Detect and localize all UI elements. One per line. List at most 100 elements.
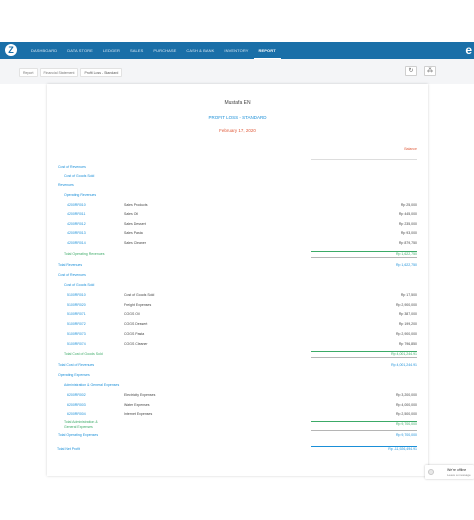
nav-item-dashboard[interactable]: DASHBOARD: [31, 48, 58, 53]
account-name: Water Expenses: [124, 403, 150, 407]
section-heading: Operating Expenses: [58, 373, 90, 377]
table-row: 4200RR011 Sales Oil Rp 445,000: [47, 211, 428, 218]
report-row-section: Cost of Revenues: [47, 164, 428, 171]
account-amount: Rp 235,000: [398, 222, 417, 226]
report-row-total: Total Cost of Goods Sold Rp 4,001,244.91: [47, 351, 428, 358]
chat-message-link[interactable]: Leave a message: [447, 472, 471, 477]
report-row-grand: Total Revenues Rp 1,622,750: [47, 262, 428, 269]
report-row-grand: Total Cost of Revenues Rp 4,001,244.91: [47, 362, 428, 369]
refresh-icon: ↻: [408, 68, 414, 74]
nav-item-purchase[interactable]: PURCHASE: [153, 48, 177, 53]
chat-widget[interactable]: We're offline Leave a message: [425, 465, 474, 479]
account-code-link[interactable]: 5100RR071: [67, 312, 86, 316]
account-code-link[interactable]: 5100RR020: [67, 303, 86, 307]
total-amount: Rp 9,700,000: [395, 422, 417, 426]
table-row: 5100RR074 COGS Cleaner Rp 796,850: [47, 341, 428, 348]
net-profit-amount: Rp -11,926,494.91: [388, 447, 417, 451]
nav-item-inventory[interactable]: INVENTORY: [224, 48, 249, 53]
report-row-total: Total Operating Revenues Rp 1,622,750: [47, 251, 428, 258]
account-name: Sales Pasta: [124, 231, 143, 235]
total-label-line: Total Administration &: [64, 420, 98, 424]
account-name: Sales Products: [124, 203, 148, 207]
nav-item-sales[interactable]: SALES: [129, 48, 144, 53]
account-amount: Rp 2,900,000: [395, 303, 417, 307]
account-code-link[interactable]: 5100RR073: [67, 332, 86, 336]
account-code-link[interactable]: 5100RR074: [67, 342, 86, 346]
total-line: [311, 251, 417, 252]
account-code-link[interactable]: 6200RR002: [67, 393, 86, 397]
table-row: 4200RR013 Sales Pasta Rp 93,000: [47, 230, 428, 237]
section-heading: Cost of Goods Sold: [64, 174, 95, 178]
main-nav: DASHBOARD DATA STORE LEDGER SALES PURCHASE CA…: [26, 42, 281, 59]
share-button[interactable]: ⁂: [424, 66, 436, 76]
table-row: 4200RR014 Sales Cleaner Rp 879,750: [47, 240, 428, 247]
report-date: February 17, 2020: [219, 128, 256, 133]
chat-status: We're offline: [447, 467, 467, 472]
total-line: [311, 421, 417, 422]
report-paper: Mustafa EN PROFIT LOSS - STANDARD Februa…: [47, 84, 428, 476]
account-name: Freight Expenses: [124, 303, 152, 307]
account-amount: Rp 387,000: [398, 312, 417, 316]
account-code-link[interactable]: 4200RR011: [67, 212, 86, 216]
nav-item-report[interactable]: REPORT: [253, 42, 281, 59]
total-label: Total Cost of Goods Sold: [64, 352, 103, 356]
grand-total-label: Total Operating Expenses: [58, 433, 99, 437]
top-nav-bar: Z DASHBOARD DATA STORE LEDGER SALES PURCHASE…: [0, 42, 474, 59]
grand-total-amount: Rp 1,622,750: [395, 263, 417, 267]
nav-item-cash-bank[interactable]: CASH & BANK: [186, 48, 215, 53]
total-amount: Rp 4,001,244.91: [391, 352, 417, 356]
report-row-section: Administration & General Expenses: [47, 382, 428, 389]
app-logo[interactable]: Z: [5, 44, 17, 56]
account-name: Cost of Goods Sold: [124, 293, 155, 297]
report-row-section: Revenues: [47, 182, 428, 189]
account-name: COGS Dessert: [124, 322, 148, 326]
breadcrumb-item[interactable]: Financial Statement: [39, 68, 79, 77]
account-amount: Rp 445,000: [398, 212, 417, 216]
report-row-section: Cost of Revenues: [47, 272, 428, 279]
refresh-button[interactable]: ↻: [405, 66, 417, 76]
table-row: 6200RR004 Internet Expenses Rp 2,500,000: [47, 411, 428, 418]
table-row: 6200RR003 Water Expenses Rp 4,000,000: [47, 402, 428, 409]
total-label: Total Administration & General Expenses: [64, 420, 98, 429]
account-code-link[interactable]: 6200RR003: [67, 403, 86, 407]
chat-avatar-icon: [428, 469, 434, 475]
account-code-link[interactable]: 4200RR012: [67, 222, 86, 226]
account-name: Sales Dessert: [124, 222, 146, 226]
table-row: 5100RR071 COGS Oil Rp 387,000: [47, 311, 428, 318]
total-amount: Rp 1,622,750: [395, 252, 417, 256]
breadcrumb-item[interactable]: Profit Loss - Standard: [80, 68, 123, 77]
table-row: 6200RR002 Electricity Expenses Rp 3,200,00…: [47, 392, 428, 399]
report-title: PROFIT LOSS - STANDARD: [208, 115, 267, 120]
table-row: 5100RR072 COGS Dessert Rp 199,200: [47, 321, 428, 328]
account-name: COGS Oil: [124, 312, 140, 316]
report-row-section: Cost of Goods Sold: [47, 282, 428, 289]
table-row: 5100RR073 COGS Pasta Rp 2,900,000: [47, 331, 428, 338]
account-amount: Rp 17,500: [400, 293, 417, 297]
total-underline: [311, 430, 417, 431]
balance-column-header: Balance: [404, 147, 417, 151]
account-code-link[interactable]: 4200RR014: [67, 241, 86, 245]
net-profit-label: Total Net Profit: [57, 447, 80, 451]
account-code-link[interactable]: 4200RR010: [67, 203, 86, 207]
account-name: Sales Cleaner: [124, 241, 146, 245]
breadcrumb-item[interactable]: Report: [19, 68, 38, 77]
nav-item-ledger[interactable]: LEDGER: [102, 48, 120, 53]
total-line: [311, 351, 417, 352]
report-row-grand: Total Operating Expenses Rp 9,700,000: [47, 432, 428, 439]
table-row: 5100RR020 Freight Expenses Rp 2,900,000: [47, 302, 428, 309]
account-code-link[interactable]: 6200RR004: [67, 412, 86, 416]
grand-total-amount: Rp 4,001,244.91: [391, 363, 417, 367]
account-code-link[interactable]: 5100RR010: [67, 293, 86, 297]
account-name: COGS Cleaner: [124, 342, 148, 346]
breadcrumb-bar: Report Financial Statement Profit Loss - S…: [0, 59, 474, 84]
nav-item-data-store[interactable]: DATA STORE: [67, 48, 93, 53]
account-amount: Rp 93,000: [400, 231, 417, 235]
account-amount: Rp 3,200,000: [395, 393, 417, 397]
account-code-link[interactable]: 5100RR072: [67, 322, 86, 326]
section-heading: Cost of Goods Sold: [64, 283, 95, 287]
account-code-link[interactable]: 4200RR013: [67, 231, 86, 235]
report-row-section: Operating Expenses: [47, 372, 428, 379]
brand-mark: e: [465, 43, 472, 57]
total-underline: [311, 257, 417, 258]
account-name: Sales Oil: [124, 212, 139, 216]
